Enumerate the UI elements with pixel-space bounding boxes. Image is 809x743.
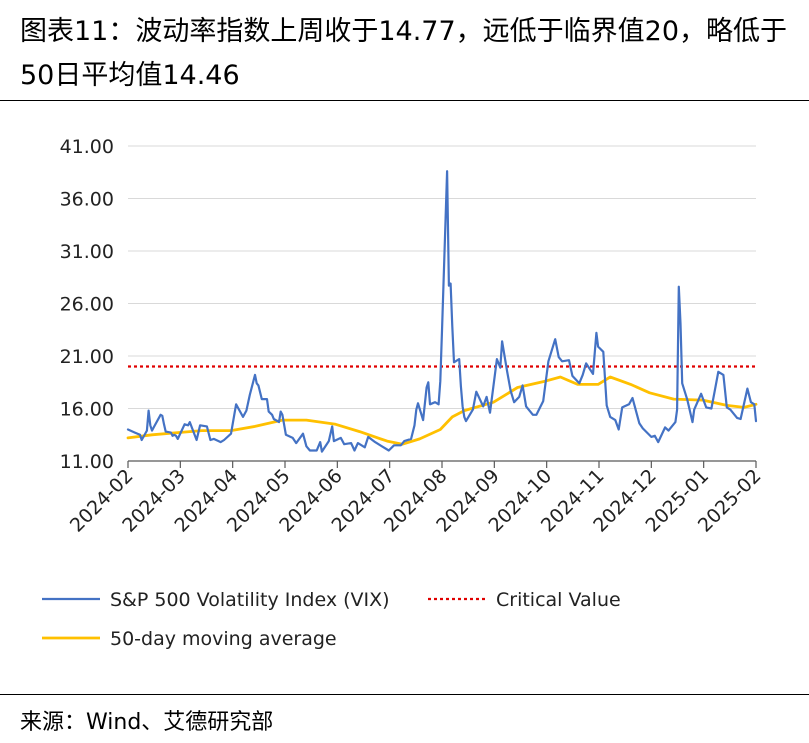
y-tick-label: 36.00: [60, 189, 114, 211]
chart-title: 图表11：波动率指数上周收于14.77，远低于临界值20，略低于50日平均值14…: [20, 16, 788, 91]
y-tick-label: 31.00: [60, 241, 114, 263]
y-tick-label: 21.00: [60, 346, 114, 368]
source-note: 来源：Wind、艾德研究部: [20, 710, 274, 735]
series-line-2: [126, 375, 758, 446]
y-tick-label: 16.00: [60, 399, 114, 421]
source-bar: 来源：Wind、艾德研究部: [0, 694, 809, 743]
y-axis-ticks: 41.00 36.00 31.00 26.00 21.00 16.00 11.00: [60, 136, 114, 473]
series-line-0: [126, 170, 758, 453]
title-bar: 图表11：波动率指数上周收于14.77，远低于临界值20，略低于50日平均值14…: [0, 0, 809, 101]
legend-label: 50-day moving average: [110, 628, 337, 650]
legend-label: Critical Value: [496, 589, 621, 611]
legend: S&P 500 Volatility Index (VIX) Critical V…: [42, 589, 621, 650]
x-axis: 2024-022024-032024-042024-052024-062024-…: [66, 460, 766, 537]
y-tick-label: 41.00: [60, 136, 114, 158]
legend-label: S&P 500 Volatility Index (VIX): [110, 589, 390, 611]
chart: 41.00 36.00 31.00 26.00 21.00 16.00 11.00 2024…: [42, 136, 766, 650]
y-tick-label: 26.00: [60, 294, 114, 316]
series-lines: [126, 170, 758, 453]
y-tick-label: 11.00: [60, 451, 114, 473]
